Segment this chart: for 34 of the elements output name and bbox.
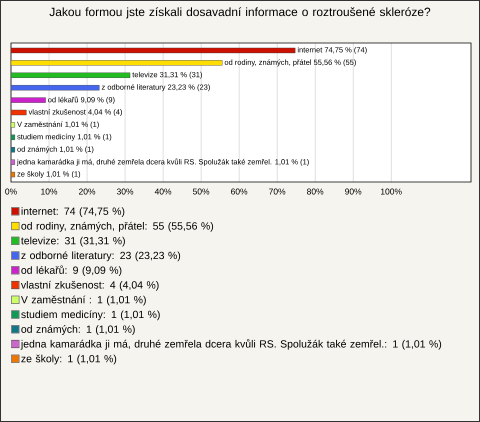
bar [10, 122, 16, 128]
x-tick-label: 70% [269, 188, 286, 195]
x-tick-label: 60% [231, 188, 248, 195]
bar [10, 159, 16, 165]
bar [10, 72, 130, 78]
text: z odborné literatury: 23 (23,23 %) [21, 251, 180, 262]
text: od rodiny, známých, přátel: 55 (55,56 %) [21, 222, 214, 232]
text: studiem medicíny: 1 (1,01 %) [21, 310, 160, 320]
bar [10, 97, 46, 103]
chart-title: Jakou formou jste získali dosavadní informace o roztroušené skleróze? [49, 7, 430, 18]
bar [10, 84, 100, 90]
x-tick-label: 40% [154, 188, 172, 195]
text: televize: 31 (31,31 %) [21, 236, 125, 246]
bar [10, 134, 16, 140]
bar [10, 48, 296, 54]
x-tick-label: 50% [192, 188, 210, 195]
text: od známých: 1 (1,01 %) [21, 325, 135, 335]
x-tick-label: 0% [5, 188, 17, 195]
text: ze školy: 1 (1,01 %) [21, 354, 116, 364]
bar [10, 147, 16, 152]
x-tick-label: 20% [78, 188, 96, 195]
x-tick-label: 10% [41, 188, 58, 195]
text: jedna kamarádka ji má, druhé zemřela dcera kvůli RS. Spolužák také zemřel.: 1 (1,01 %) [20, 339, 442, 350]
x-tick-label: 30% [116, 188, 134, 195]
bar [10, 110, 27, 116]
x-tick-label: 90% [345, 188, 362, 195]
bar [10, 172, 16, 178]
text: internet: 74 (74,75 %) [22, 207, 124, 217]
text: vlastní zkušenost: 4 (4,04 %) [20, 280, 159, 291]
bar [10, 60, 222, 66]
text: od lékařů: 9 (9,09 %) [21, 265, 122, 276]
x-tick-label: 100% [380, 188, 402, 195]
x-tick-label: 80% [307, 188, 324, 195]
text: V zaměstnání : 1 (1,01 %) [20, 296, 146, 306]
